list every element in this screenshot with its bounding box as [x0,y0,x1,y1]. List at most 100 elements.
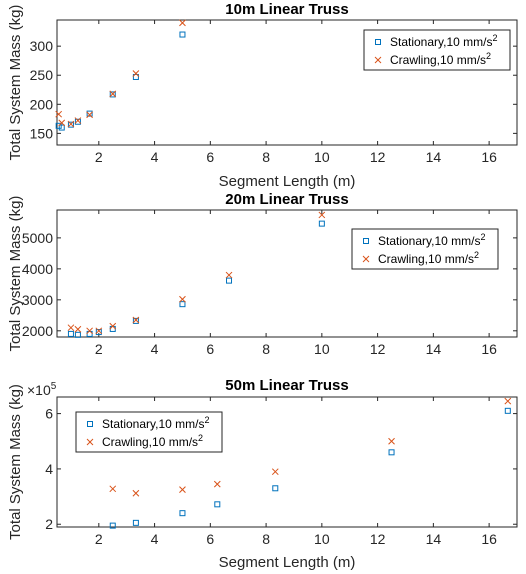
y-tick-label: 3000 [22,292,53,308]
x-tick-label: 4 [151,341,159,357]
data-point-stationary [67,330,74,337]
marker-stroke [271,468,279,476]
data-point-crawling [388,437,395,445]
data-point-stationary [86,110,93,117]
x-tick-label: 10 [314,531,330,547]
legend-superscript: 2 [198,433,203,443]
x-tick-label: 16 [481,149,497,165]
y-tick-label: 200 [30,96,54,112]
data-point-stationary [67,121,74,128]
data-point-stationary [504,407,511,414]
data-point-stationary [179,301,186,308]
plot-area-frame [56,19,518,146]
y-tick-label: 5000 [22,230,53,246]
legend-marker-stationary [375,39,381,45]
marker-stroke [55,110,63,118]
y-axis-title: Total System Mass (kg) [7,196,24,352]
y-tick-label: 150 [30,125,54,141]
chart-title: 10m Linear Truss [225,1,348,18]
marker-stroke [132,489,140,497]
legend-entry-label: Stationary,10 mm/s2 [378,232,486,248]
data-point-stationary [109,325,116,332]
marker-stroke [67,120,75,128]
data-point-crawling [86,327,93,335]
x-tick-label: 6 [206,149,214,165]
marker-stroke [109,322,117,330]
x-axis-title: Segment Length (m) [219,554,356,571]
data-point-crawling [179,19,186,27]
chart-panel-1: 2 4 6 8 10 12 14 16 150 200 250 300 10m Linear Truss… [7,1,518,190]
chart-title: 20m Linear Truss [225,191,348,208]
marker-stroke [74,117,82,124]
data-point-crawling [74,325,82,333]
data-point-stationary [58,124,65,131]
marker-stroke [318,211,326,219]
data-point-stationary [388,449,395,456]
marker-stroke [86,327,93,335]
data-point-crawling [132,489,140,497]
data-point-crawling [504,397,512,405]
chart-title: 50m Linear Truss [225,377,348,394]
data-point-crawling [132,70,140,77]
legend-marker-stroke [86,438,94,446]
marker-stroke [213,480,221,488]
marker-stroke [179,295,186,303]
data-point-crawling [58,119,66,127]
y-tick-label: 4 [45,461,53,477]
data-point-stationary [74,331,81,338]
y-tick-label: 250 [30,67,54,83]
data-point-stationary [95,329,102,336]
legend-marker-stroke [374,56,382,64]
data-point-stationary [179,510,186,517]
legend-superscript: 2 [474,250,479,260]
legend-superscript: 2 [204,415,209,425]
legend: Stationary,10 mm/s2 Crawling,10 mm/s2 [75,411,223,453]
data-point-stationary [214,501,221,508]
data-point-stationary [74,118,81,125]
data-point-stationary [109,522,116,529]
x-tick-label: 6 [206,341,214,357]
data-point-crawling [67,324,75,332]
legend-marker-stationary [87,421,93,427]
x-tick-label: 4 [151,149,159,165]
y-tick-label: 4000 [22,261,53,277]
legend-entry-label: Crawling,10 mm/s2 [390,51,491,67]
marker-stroke [95,327,103,335]
data-point-crawling [179,295,186,303]
x-tick-label: 8 [262,149,270,165]
legend-entry-label: Stationary,10 mm/s2 [390,33,498,49]
legend-entry-label: Stationary,10 mm/s2 [102,415,210,431]
y-tick-label: 2000 [22,323,53,339]
legend-frame [363,29,511,71]
legend-superscript: 2 [486,51,491,61]
plot-area-frame [56,396,518,528]
x-tick-label: 16 [481,341,497,357]
marker-stroke [86,111,93,119]
marker-stroke [179,486,186,494]
data-point-crawling [109,485,117,493]
x-tick-label: 14 [426,149,442,165]
legend-marker-stationary [363,238,369,244]
data-point-stationary [55,122,62,129]
legend-entry-label: Crawling,10 mm/s2 [378,250,479,266]
y-tick-label: 2 [45,516,53,532]
x-tick-label: 8 [262,531,270,547]
legend-frame [75,411,223,453]
y-axis-title: Total System Mass (kg) [7,5,24,161]
legend: Stationary,10 mm/s2 Crawling,10 mm/s2 [363,29,511,71]
marker-stroke [132,316,140,324]
data-point-stationary [226,277,233,284]
legend-marker-stroke [362,255,370,263]
marker-stroke [132,70,140,77]
data-point-stationary [132,519,139,526]
x-tick-label: 14 [426,341,442,357]
data-point-crawling [132,316,140,324]
plot-area-frame [56,209,518,338]
data-point-crawling [213,480,221,488]
marker-stroke [58,119,66,127]
y-tick-label: 6 [45,406,53,422]
legend-superscript: 2 [492,33,497,43]
data-point-crawling [95,327,103,335]
marker-stroke [74,325,82,333]
marker-stroke [179,19,186,27]
